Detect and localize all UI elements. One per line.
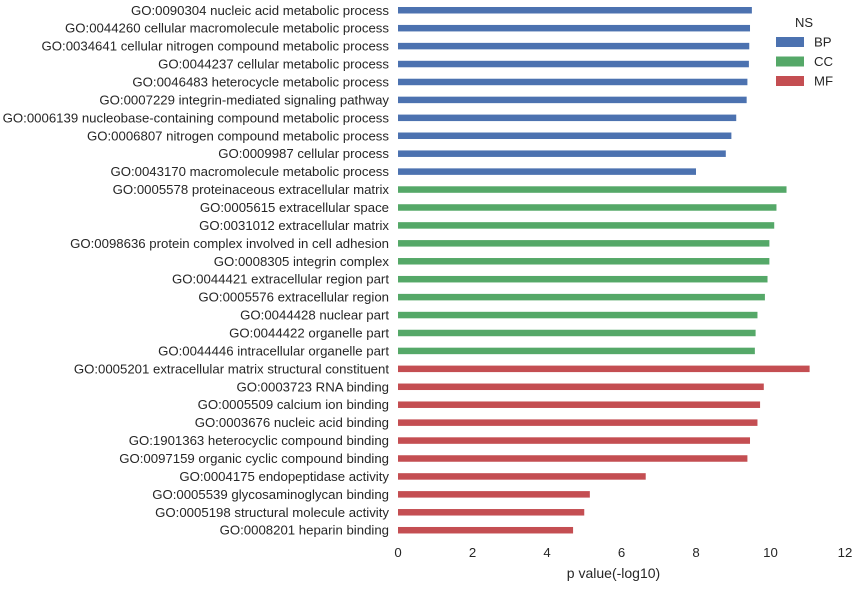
category-label: GO:0090304 nucleic acid metabolic proces…	[131, 3, 389, 18]
legend-label-bp: BP	[814, 35, 832, 50]
category-label: GO:0044422 organelle part	[229, 325, 389, 340]
bar-bp-1	[398, 24, 751, 32]
bars-group	[398, 7, 810, 534]
category-label: GO:0034641 cellular nitrogen compound me…	[42, 39, 390, 54]
bar-mf-6	[398, 473, 646, 480]
legend-items: BP CC MF	[776, 35, 834, 89]
category-label: GO:0005615 extracellular space	[200, 200, 389, 215]
bar-mf-2	[398, 401, 761, 408]
category-label: GO:0005201 extracellular matrix structur…	[74, 361, 390, 376]
category-label: GO:0044421 extracellular region part	[172, 272, 389, 287]
bar-cc-3	[398, 240, 770, 247]
bar-bp-8	[398, 150, 726, 157]
category-label: GO:0044428 nuclear part	[240, 308, 389, 323]
x-tick-label: 10	[763, 545, 778, 560]
category-label: GO:0044446 intracellular organelle part	[158, 343, 389, 358]
category-label: GO:0097159 organic cyclic compound bindi…	[119, 451, 389, 466]
bar-cc-4	[398, 258, 770, 265]
category-label: GO:0031012 extracellular matrix	[199, 218, 389, 233]
x-tick-label: 2	[469, 545, 476, 560]
category-label: GO:0009987 cellular process	[218, 146, 389, 161]
bar-bp-3	[398, 60, 749, 68]
x-tick-label: 8	[692, 545, 699, 560]
legend-title: NS	[795, 15, 813, 30]
category-label: GO:0003723 RNA binding	[237, 379, 390, 394]
legend-swatch-mf	[776, 76, 804, 86]
category-label: GO:0046483 heterocycle metabolic process	[132, 74, 389, 89]
category-label: GO:0006807 nitrogen compound metabolic p…	[87, 128, 389, 143]
x-tick-label: 12	[838, 545, 853, 560]
category-label: GO:0005539 glycosaminoglycan binding	[152, 487, 389, 502]
category-label: GO:0004175 endopeptidase activity	[179, 469, 389, 484]
bar-bp-5	[398, 96, 747, 104]
category-label: GO:0044237 cellular metabolic process	[158, 57, 389, 72]
bar-cc-9	[398, 347, 755, 355]
legend-label-mf: MF	[814, 74, 833, 89]
legend-swatch-cc	[776, 56, 804, 67]
category-label: GO:0005576 extracellular region	[198, 290, 389, 305]
legend-swatch-bp	[776, 37, 804, 47]
bar-cc-6	[398, 293, 765, 301]
category-label: GO:0005198 structural molecule activity	[155, 505, 389, 520]
bar-cc-2	[398, 222, 775, 229]
bar-cc-8	[398, 329, 756, 337]
bar-mf-8	[398, 509, 585, 516]
category-label: GO:1901363 heterocyclic compound binding	[129, 433, 389, 448]
bar-mf-4	[398, 437, 751, 444]
category-label: GO:0008305 integrin complex	[214, 254, 390, 269]
category-label: GO:0005578 proteinaceous extracellular m…	[113, 182, 390, 197]
bar-cc-0	[398, 186, 787, 193]
category-labels-group: GO:0090304 nucleic acid metabolic proces…	[3, 3, 390, 538]
bar-bp-4	[398, 78, 748, 86]
category-label: GO:0008201 heparin binding	[220, 523, 389, 538]
bar-bp-0	[398, 7, 752, 14]
bar-mf-3	[398, 419, 758, 426]
category-label: GO:0007229 integrin-mediated signaling p…	[99, 92, 389, 107]
x-tick-label: 4	[543, 545, 550, 560]
category-label: GO:0043170 macromolecule metabolic proce…	[110, 164, 389, 179]
bar-cc-5	[398, 275, 768, 283]
bar-bp-9	[398, 168, 696, 175]
category-label: GO:0006139 nucleobase-containing compoun…	[3, 110, 390, 125]
category-label: GO:0098636 protein complex involved in c…	[70, 236, 389, 251]
legend: NS BP CC MF	[776, 15, 834, 89]
bar-bp-6	[398, 114, 737, 122]
bar-mf-9	[398, 526, 574, 534]
bar-mf-0	[398, 365, 810, 373]
bar-mf-7	[398, 491, 590, 498]
category-label: GO:0005509 calcium ion binding	[198, 397, 389, 412]
x-tick-label: 6	[618, 545, 625, 560]
bar-cc-7	[398, 311, 758, 319]
bar-mf-1	[398, 383, 764, 391]
bar-bp-7	[398, 132, 732, 140]
x-tick-labels-group: 0 2 4 6 8 10 12	[394, 545, 852, 560]
bar-cc-1	[398, 204, 777, 211]
x-tick-label: 0	[394, 545, 401, 560]
category-label: GO:0003676 nucleic acid binding	[195, 415, 389, 430]
category-label: GO:0044260 cellular macromolecule metabo…	[65, 21, 389, 36]
bar-mf-5	[398, 455, 748, 462]
bar-bp-2	[398, 42, 750, 50]
legend-label-cc: CC	[814, 54, 834, 69]
x-axis-label: p value(-log10)	[567, 565, 660, 581]
